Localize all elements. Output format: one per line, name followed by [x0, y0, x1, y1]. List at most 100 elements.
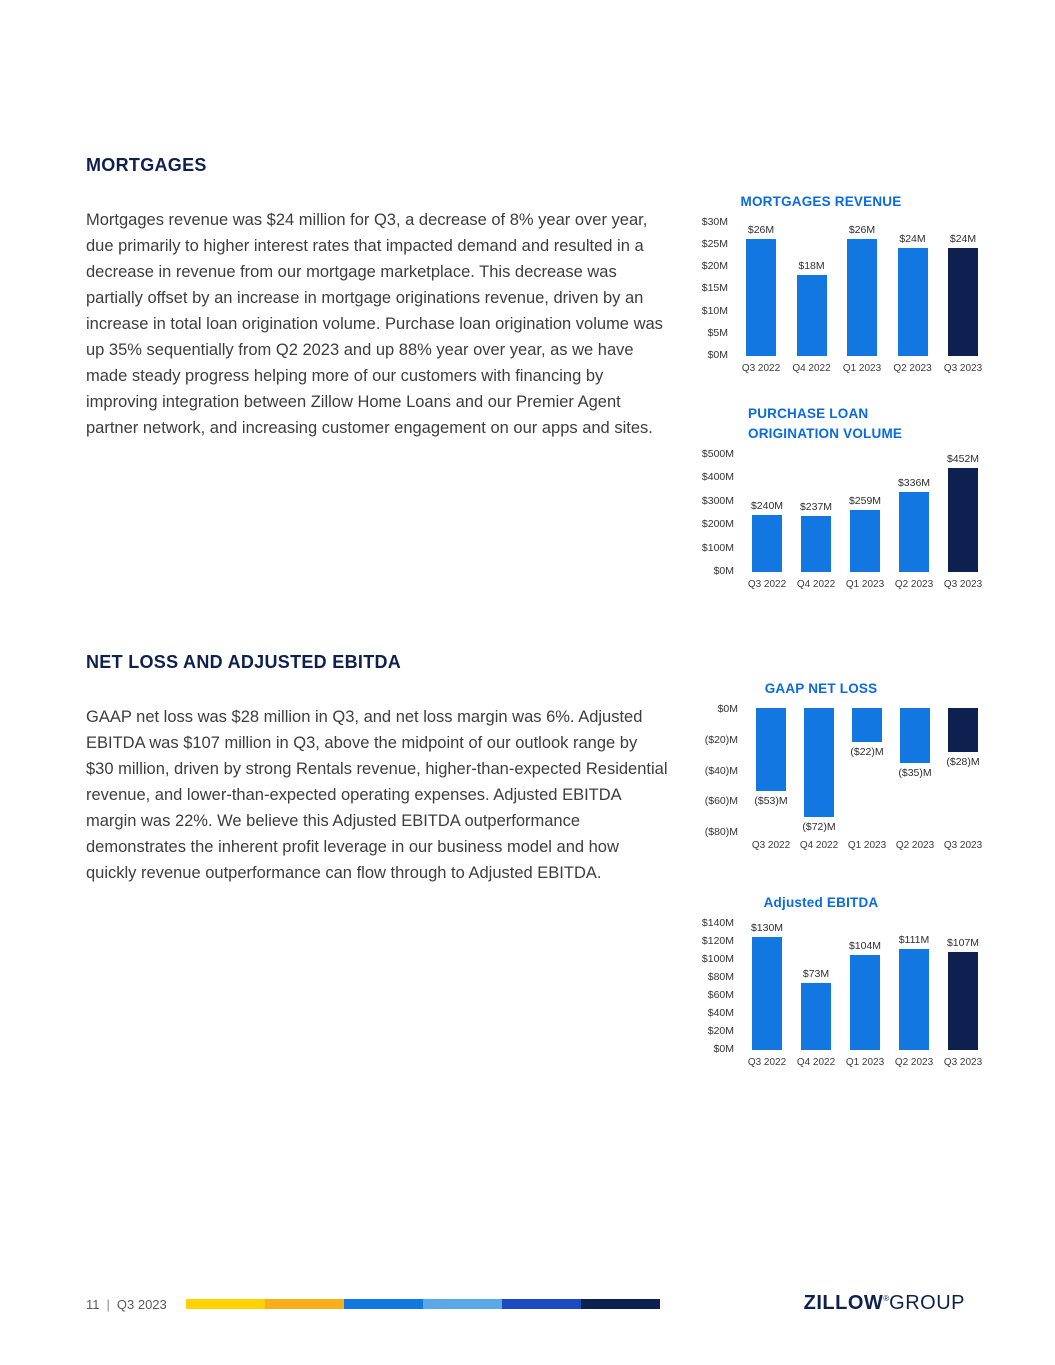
- bar-value-label: ($53)M: [754, 794, 788, 807]
- brand-zillow: ZILLOW: [803, 1292, 884, 1314]
- bar-column: $24M: [942, 221, 984, 356]
- bar-column: ($35)M: [894, 708, 936, 833]
- y-axis-tick: $0M: [713, 564, 734, 577]
- x-axis-label: Q1 2023: [845, 579, 885, 590]
- y-axis-tick: $120M: [701, 935, 734, 947]
- y-axis-tick: $30M: [701, 216, 728, 228]
- bar-value-label: $26M: [848, 224, 876, 236]
- y-axis-tick: $15M: [701, 282, 728, 295]
- footer-bar-segment: [344, 1299, 423, 1309]
- x-axis-label: Q3 2023: [943, 1057, 983, 1068]
- bar-value-label: ($28)M: [946, 755, 980, 768]
- bar: [801, 983, 831, 1050]
- plot-area: $26M $18M $26M $24M $24M: [736, 221, 988, 356]
- bar: [897, 248, 928, 356]
- chart-title: Adjusted EBITDA: [763, 895, 879, 910]
- chart-title: MORTGAGES REVENUE: [740, 194, 902, 209]
- footer-color-bar: [186, 1299, 660, 1309]
- y-axis-tick: $100M: [701, 953, 734, 965]
- section-heading-mortgages: MORTGAGES: [86, 155, 207, 175]
- x-axis-label: Q1 2023: [842, 363, 882, 374]
- bar-column: $336M: [893, 453, 935, 572]
- y-axis-tick: $0M: [717, 703, 738, 715]
- bar-value-label: $24M: [949, 233, 977, 245]
- bar: [899, 948, 929, 1050]
- x-axis-labels: Q3 2022 Q4 2022 Q1 2023 Q2 2023 Q3 2023: [746, 840, 988, 851]
- bar-value-label: $452M: [946, 453, 980, 465]
- bar-column: ($53)M: [750, 708, 792, 833]
- bar: [796, 275, 827, 356]
- bar: [850, 510, 880, 572]
- x-axis-label: Q3 2023: [943, 363, 983, 374]
- bar-column: $26M: [740, 221, 782, 356]
- bar-column: ($22)M: [846, 708, 888, 833]
- bar: [847, 239, 877, 356]
- x-axis-label: Q4 2022: [792, 363, 831, 374]
- bar-value-label: $130M: [750, 922, 784, 934]
- x-axis-label: Q3 2022: [747, 579, 787, 590]
- bar: [752, 937, 782, 1050]
- bar-value-label: $104M: [848, 939, 882, 952]
- bar-column: $130M: [746, 922, 788, 1050]
- y-axis-tick: ($80)M: [704, 826, 738, 838]
- bar: [948, 952, 978, 1050]
- chart-title-line-1: PURCHASE LOAN: [748, 406, 869, 421]
- bar-value-label: $237M: [799, 500, 833, 513]
- x-axis-label: Q2 2023: [894, 1057, 934, 1068]
- bar: [850, 954, 880, 1050]
- x-axis-label: Q3 2022: [741, 363, 781, 374]
- bar-value-label: ($72)M: [802, 821, 836, 833]
- y-axis: $30M $25M $20M $15M $10M $5M $0M: [696, 216, 736, 361]
- bar: [899, 492, 929, 572]
- bar: [900, 708, 930, 763]
- bar-column: $240M: [746, 453, 788, 572]
- bar: [804, 708, 834, 817]
- x-axis-label: Q3 2023: [943, 579, 983, 590]
- footer-bar-segment: [186, 1299, 265, 1309]
- brand-group: GROUP: [889, 1292, 965, 1314]
- adjusted-ebitda-chart: Adjusted EBITDA $140M $120M $100M $80M $60M $…: [696, 893, 988, 1068]
- bar-value-label: $26M: [747, 224, 775, 236]
- x-axis-label: Q2 2023: [893, 363, 932, 374]
- x-axis-label: Q2 2023: [895, 840, 935, 851]
- bar-column: ($72)M: [798, 708, 840, 833]
- chart-title: GAAP NET LOSS: [764, 681, 878, 696]
- x-axis-label: Q3 2023: [943, 840, 983, 851]
- y-axis-tick: ($60)M: [704, 795, 738, 808]
- bar: [948, 248, 978, 356]
- bar: [752, 514, 782, 572]
- footer-bar-segment: [423, 1299, 502, 1309]
- footer-bar-segment: [581, 1299, 660, 1309]
- y-axis-tick: ($40)M: [704, 764, 738, 777]
- bar: [746, 239, 776, 356]
- y-axis-tick: $400M: [701, 471, 734, 484]
- net-loss-body-text: GAAP net loss was $28 million in Q3, and…: [86, 708, 668, 882]
- bar: [801, 515, 831, 572]
- bar-value-label: $336M: [897, 477, 931, 490]
- y-axis-tick: $200M: [701, 518, 734, 531]
- mortgages-revenue-chart: MORTGAGES REVENUE $30M $25M $20M $15M $10M $5…: [696, 192, 988, 374]
- plot-area: $130M $73M $104M $111M $107M: [742, 922, 988, 1050]
- y-axis-tick: ($20)M: [704, 733, 738, 746]
- mortgages-body-text: Mortgages revenue was $24 million for Q3…: [86, 211, 663, 437]
- plot-area: $240M $237M $259M $336M $452M: [742, 453, 988, 572]
- bar-column: $259M: [844, 453, 886, 572]
- bar: [948, 468, 978, 572]
- y-axis-tick: $80M: [707, 971, 734, 983]
- page-number: 11: [86, 1297, 100, 1312]
- bar-value-label: $18M: [798, 260, 825, 272]
- bar-value-label: ($35)M: [898, 766, 932, 779]
- y-axis: $0M ($20)M ($40)M ($60)M ($80)M: [696, 703, 746, 838]
- y-axis-tick: $20M: [707, 1025, 734, 1037]
- bar-value-label: $259M: [848, 495, 882, 508]
- y-axis-tick: $40M: [707, 1007, 734, 1019]
- footer-bar-segment: [265, 1299, 344, 1309]
- gaap-net-loss-chart: GAAP NET LOSS $0M ($20)M ($40)M ($60)M ($80)…: [696, 679, 988, 851]
- y-axis-tick: $10M: [701, 304, 728, 317]
- chart-title: PURCHASE LOAN ORIGINATION VOLUME: [696, 404, 988, 444]
- y-axis-tick: $25M: [701, 238, 728, 251]
- footer-quarter: Q3 2023: [116, 1297, 167, 1312]
- bar: [948, 708, 978, 752]
- footer-page-label: 11 | Q3 2023: [86, 1297, 167, 1312]
